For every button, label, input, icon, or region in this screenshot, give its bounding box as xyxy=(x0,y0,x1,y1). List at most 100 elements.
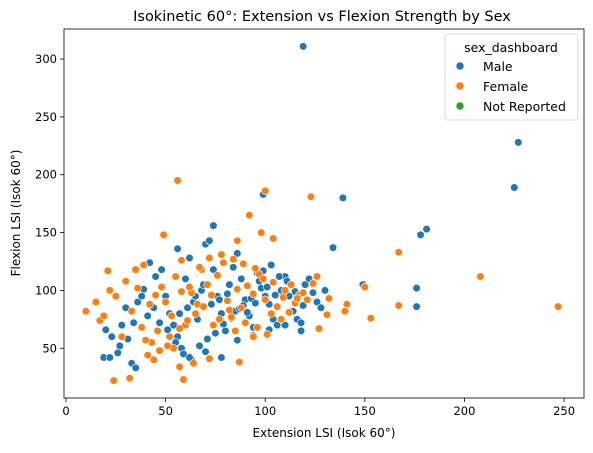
data-point xyxy=(115,341,124,351)
data-point xyxy=(161,297,170,307)
data-point xyxy=(225,280,234,289)
data-point xyxy=(181,274,190,284)
data-point xyxy=(510,183,519,192)
data-point xyxy=(322,310,332,319)
data-point xyxy=(316,303,326,312)
data-point xyxy=(277,315,286,324)
data-point xyxy=(151,291,160,300)
data-point xyxy=(269,234,278,243)
data-point xyxy=(167,311,176,321)
data-point xyxy=(233,249,242,258)
data-point xyxy=(203,334,212,344)
data-point xyxy=(243,308,252,317)
data-point xyxy=(231,326,240,336)
x-axis-label: Extension LSI (Isok 60°) xyxy=(253,426,396,440)
data-point xyxy=(293,294,302,303)
data-point xyxy=(111,292,120,301)
data-point xyxy=(342,300,352,309)
data-point xyxy=(175,309,184,318)
data-point xyxy=(171,272,180,281)
data-point xyxy=(263,330,272,339)
data-point xyxy=(271,291,280,300)
data-point xyxy=(308,288,318,297)
data-point xyxy=(301,280,310,289)
data-point xyxy=(143,351,152,360)
data-point xyxy=(285,308,294,317)
data-point xyxy=(207,300,216,309)
data-point xyxy=(237,274,246,284)
legend: sex_dashboard Male Female Not Reported xyxy=(444,33,579,121)
data-point xyxy=(179,375,188,384)
data-point xyxy=(314,324,324,333)
data-point xyxy=(394,301,403,310)
data-point xyxy=(267,309,276,318)
data-point xyxy=(235,358,244,367)
data-point xyxy=(139,260,148,270)
data-point xyxy=(360,282,369,292)
data-point xyxy=(149,355,158,364)
data-point xyxy=(173,244,182,253)
data-point xyxy=(183,316,192,325)
data-point xyxy=(275,272,284,281)
data-point xyxy=(209,221,218,230)
data-point xyxy=(259,274,268,284)
data-point xyxy=(223,289,232,299)
data-point xyxy=(129,318,138,327)
data-point xyxy=(153,326,162,336)
data-point xyxy=(103,266,112,275)
x-tick-label: 250 xyxy=(553,404,575,418)
x-tick-label: 50 xyxy=(158,404,173,418)
data-point xyxy=(163,325,172,334)
data-point xyxy=(312,272,322,281)
chart-title: Isokinetic 60°: Extension vs Flexion Str… xyxy=(133,9,511,25)
data-point xyxy=(340,307,350,316)
data-point xyxy=(223,296,232,305)
data-point xyxy=(209,321,218,330)
data-point xyxy=(253,323,262,332)
data-point xyxy=(175,362,184,371)
data-point xyxy=(165,332,174,341)
data-point xyxy=(151,272,160,281)
data-point xyxy=(143,311,152,321)
data-point xyxy=(205,236,214,245)
data-point xyxy=(261,186,270,195)
data-point xyxy=(191,309,200,318)
x-tick-label: 150 xyxy=(354,404,376,418)
data-point xyxy=(237,303,246,312)
data-point xyxy=(117,332,126,341)
data-point xyxy=(127,307,136,316)
data-point xyxy=(267,260,276,270)
data-point xyxy=(338,193,348,202)
data-point xyxy=(163,341,172,351)
data-point xyxy=(308,279,318,288)
plot-frame xyxy=(63,28,585,399)
y-tick-label: 200 xyxy=(35,168,57,182)
data-point xyxy=(299,288,308,297)
x-tick-label: 0 xyxy=(62,404,69,418)
data-point xyxy=(175,324,184,333)
data-point xyxy=(233,285,242,294)
data-point xyxy=(217,353,226,362)
x-tick-label: 100 xyxy=(254,404,276,418)
data-point xyxy=(394,248,403,257)
y-tick-label: 100 xyxy=(35,283,57,297)
legend-box xyxy=(444,33,579,121)
plot-points xyxy=(81,42,563,385)
data-point xyxy=(137,323,146,332)
data-point xyxy=(189,359,198,368)
data-point xyxy=(328,243,338,252)
data-point xyxy=(225,306,234,315)
data-point xyxy=(107,332,116,341)
data-point xyxy=(263,282,272,292)
data-point xyxy=(324,294,334,303)
data-point xyxy=(281,286,290,295)
y-tick-label: 50 xyxy=(42,341,57,355)
data-point xyxy=(105,353,114,362)
data-point xyxy=(141,336,150,345)
data-point xyxy=(203,280,212,289)
data-point xyxy=(422,225,431,234)
data-point xyxy=(229,255,238,264)
data-point xyxy=(133,284,142,293)
data-point xyxy=(297,318,306,327)
